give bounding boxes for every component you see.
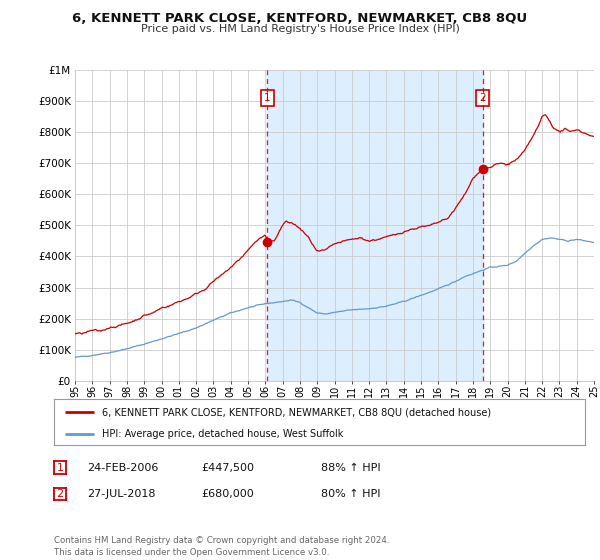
Text: 24-FEB-2006: 24-FEB-2006 (87, 463, 158, 473)
Bar (268, 70, 483, 381)
Text: Contains HM Land Registry data © Crown copyright and database right 2024.
This d: Contains HM Land Registry data © Crown c… (54, 536, 389, 557)
Text: 6, KENNETT PARK CLOSE, KENTFORD, NEWMARKET, CB8 8QU: 6, KENNETT PARK CLOSE, KENTFORD, NEWMARK… (73, 12, 527, 25)
Text: 6, KENNETT PARK CLOSE, KENTFORD, NEWMARKET, CB8 8QU (detached house): 6, KENNETT PARK CLOSE, KENTFORD, NEWMARK… (102, 407, 491, 417)
Text: £447,500: £447,500 (201, 463, 254, 473)
Text: 2: 2 (479, 93, 486, 103)
Text: 27-JUL-2018: 27-JUL-2018 (87, 489, 155, 499)
Text: £680,000: £680,000 (201, 489, 254, 499)
Text: Price paid vs. HM Land Registry's House Price Index (HPI): Price paid vs. HM Land Registry's House … (140, 24, 460, 34)
Text: 1: 1 (56, 463, 64, 473)
Text: 80% ↑ HPI: 80% ↑ HPI (321, 489, 380, 499)
Text: 88% ↑ HPI: 88% ↑ HPI (321, 463, 380, 473)
Text: 2: 2 (56, 489, 64, 499)
Text: HPI: Average price, detached house, West Suffolk: HPI: Average price, detached house, West… (102, 429, 343, 438)
Text: 1: 1 (264, 93, 271, 103)
